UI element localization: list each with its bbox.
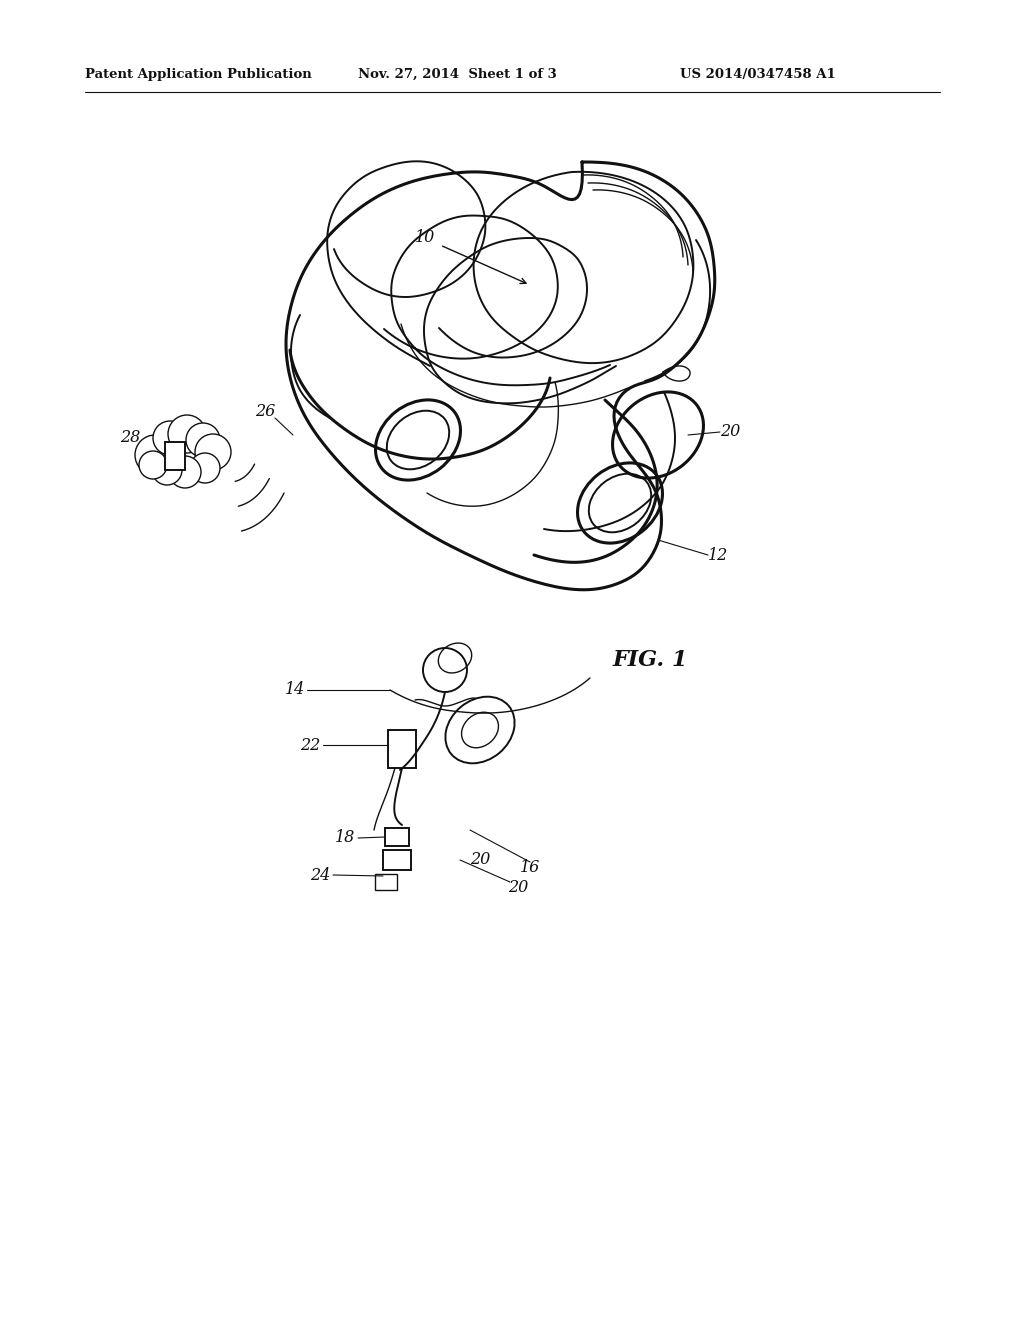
Text: 28: 28 [120, 429, 140, 446]
Circle shape [135, 436, 175, 475]
Circle shape [153, 421, 187, 455]
Bar [383, 850, 411, 870]
Circle shape [186, 422, 220, 457]
Circle shape [190, 453, 220, 483]
Text: US 2014/0347458 A1: US 2014/0347458 A1 [680, 69, 836, 81]
Text: 20: 20 [720, 424, 740, 441]
Text: 24: 24 [310, 866, 330, 883]
Text: 14: 14 [285, 681, 305, 698]
Text: Nov. 27, 2014  Sheet 1 of 3: Nov. 27, 2014 Sheet 1 of 3 [358, 69, 557, 81]
Circle shape [169, 455, 201, 488]
Text: 16: 16 [520, 859, 540, 876]
Bar [165, 442, 185, 470]
Bar [388, 730, 416, 768]
Circle shape [168, 414, 206, 453]
Bar [375, 874, 397, 890]
Text: Patent Application Publication: Patent Application Publication [85, 69, 311, 81]
Text: FIG. 1: FIG. 1 [612, 649, 688, 671]
Text: 20: 20 [508, 879, 528, 896]
Text: 22: 22 [300, 737, 321, 754]
Circle shape [139, 451, 167, 479]
Text: 20: 20 [470, 851, 490, 869]
Text: 26: 26 [255, 404, 275, 421]
Circle shape [195, 434, 231, 470]
Text: 12: 12 [708, 546, 728, 564]
Bar [385, 828, 409, 846]
Text: 18: 18 [335, 829, 355, 846]
Text: 10: 10 [415, 230, 435, 247]
Circle shape [152, 455, 182, 484]
